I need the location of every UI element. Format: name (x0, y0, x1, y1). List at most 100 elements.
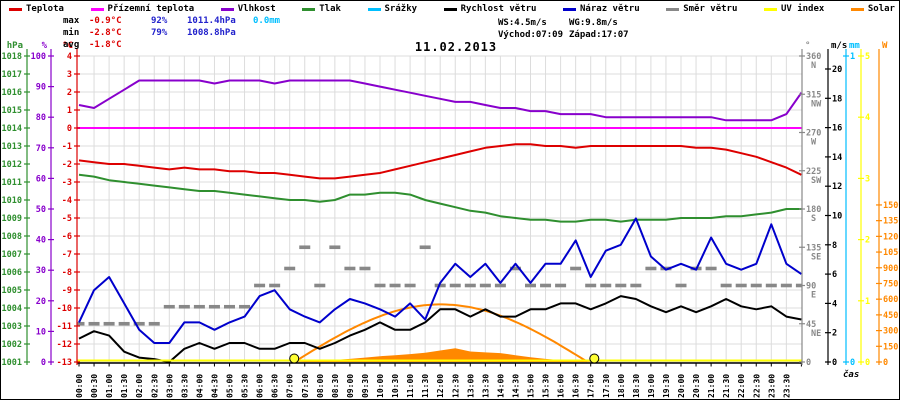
axis-mm: 0 1mm (843, 41, 860, 368)
legend-item-4: Tlak (302, 4, 341, 14)
stat-max-humidity: 92% (151, 16, 168, 26)
sunrise-marker (289, 353, 300, 364)
axis-cardinal-label: NW (811, 99, 822, 109)
axis-tick-label: -6 (62, 232, 72, 242)
axis-tick-label: -11 (57, 322, 72, 332)
axis-tick-label: 0 (67, 124, 72, 134)
legend-label: Přízemní teplota (107, 4, 195, 14)
axis-tick-label: 90 (806, 282, 816, 292)
axis-tick-label: 1012 (2, 160, 22, 170)
x-tick-label: 11:30 (421, 374, 430, 398)
x-tick-label: 07:00 (286, 374, 295, 398)
axis-tick-label: 90 (36, 83, 46, 93)
axis-tick-label: 18 (832, 94, 842, 104)
legend-color-dash (563, 7, 577, 11)
axis-hpa: 1001 1002 1003 1004 1005 1006 1007 1008 1009 1010… (2, 41, 30, 368)
stat-max-label: max (63, 16, 80, 26)
stat-sunset: Západ:17:07 (569, 30, 629, 40)
x-tick-label: 03:30 (180, 374, 189, 398)
legend-label: Solar (867, 4, 895, 14)
axis-unit-label: ° (805, 41, 810, 51)
x-tick-label: 08:30 (331, 374, 340, 398)
axis-tick-label: 1001 (2, 358, 22, 368)
axis-tick-label: -7 (62, 250, 72, 260)
axis-tick-label: 1017 (2, 70, 22, 80)
axis-tick-label: 70 (36, 144, 46, 154)
axis-unit-label: mm (849, 41, 860, 51)
axis-unit-label: % (42, 41, 48, 51)
x-tick-label: 18:00 (617, 374, 626, 398)
x-tick-label: 15:00 (527, 374, 536, 398)
stat-sunrise: Východ:07:09 (498, 30, 564, 40)
axis-tick-label: 360 (806, 52, 821, 62)
axis-tick-label: 1003 (2, 322, 22, 332)
legend-label: Teplota (26, 4, 64, 14)
axis-tick-label: 1 (67, 106, 72, 116)
axis-tick-label: 30 (36, 266, 46, 276)
axis-tick-label: 1016 (2, 88, 22, 98)
x-tick-label: 07:30 (301, 374, 310, 398)
x-tick-label: 17:00 (587, 374, 596, 398)
x-tick-label: 13:30 (481, 374, 490, 398)
axis-tick-label: 150 (883, 342, 898, 352)
legend-label: Tlak (319, 4, 341, 14)
chart-series (77, 79, 802, 363)
axis-unit-label: hPa (7, 41, 23, 51)
axis-tick-label: 10 (36, 327, 46, 337)
axis-tick-label: -5 (62, 214, 72, 224)
stat-min-pressure: 1008.8hPa (187, 28, 236, 38)
axis-tick-label: 180 (806, 205, 821, 215)
stat-max-pressure: 1011.4hPa (187, 16, 236, 26)
x-tick-label: 09:00 (346, 374, 355, 398)
legend-item-8: Směr větru (666, 4, 737, 14)
axis-tick-label: 1050 (883, 248, 899, 258)
x-tick-label: 01:00 (105, 374, 114, 398)
legend-item-6: Rychlost větru (443, 4, 537, 14)
x-tick-label: 20:00 (677, 374, 686, 398)
axis-cardinal-label: N (811, 61, 816, 71)
x-tick-label: 22:00 (737, 374, 746, 398)
x-axis-labels: 00:00 00:30 01:00 01:30 02:00 02:30 03:00 03:30… (75, 374, 791, 398)
axis-tick-label: 1010 (2, 196, 22, 206)
legend-color-dash (90, 7, 104, 11)
x-tick-label: 11:00 (406, 374, 415, 398)
x-tick-label: 05:30 (241, 374, 250, 398)
legend-label: UV index (780, 4, 825, 14)
axis-tick-label: -12 (57, 340, 72, 350)
axis-tick-label: 0 (865, 358, 870, 368)
axis-tick-label: 2 (865, 236, 870, 246)
x-tick-label: 23:00 (767, 374, 776, 398)
axis-tick-label: 1013 (2, 142, 22, 152)
sunset-marker (589, 353, 600, 364)
legend-item-1: Teplota (9, 4, 64, 14)
x-tick-label: 20:30 (692, 374, 701, 398)
axis-tick-label: 14 (832, 153, 842, 163)
x-axis-caption: čas (843, 370, 860, 380)
x-tick-label: 05:00 (226, 374, 235, 398)
axis-cardinal-label: SE (811, 252, 821, 262)
axis-tick-label: 1 (865, 297, 870, 307)
x-tick-label: 12:30 (451, 374, 460, 398)
legend-label: Rychlost větru (460, 4, 537, 14)
axis-tick-label: 1011 (2, 178, 22, 188)
axis-tick-label: -1 (62, 142, 72, 152)
legend-color-dash (9, 7, 22, 11)
stat-min-temp: -2.8°C (89, 28, 122, 38)
legend-color-dash (443, 7, 457, 11)
axis-tick-label: 600 (883, 295, 898, 305)
axis-tick-label: 5 (865, 52, 870, 62)
axis-tick-label: 80 (36, 113, 46, 123)
series-line (78, 143, 802, 180)
axis-tick-label: 900 (883, 264, 898, 274)
series-wind-direction (77, 245, 802, 326)
axis-tick-label: 40 (36, 236, 46, 246)
axis-tick-label: 100 (31, 52, 46, 62)
x-tick-label: 22:30 (752, 374, 761, 398)
legend-item-7: Náraz větru (563, 4, 640, 14)
axis-tick-label: 270 (806, 129, 821, 139)
chart-grid (77, 55, 802, 363)
legend-label: Vlhkost (237, 4, 276, 14)
axis-cardinal-label: NE (811, 329, 821, 339)
